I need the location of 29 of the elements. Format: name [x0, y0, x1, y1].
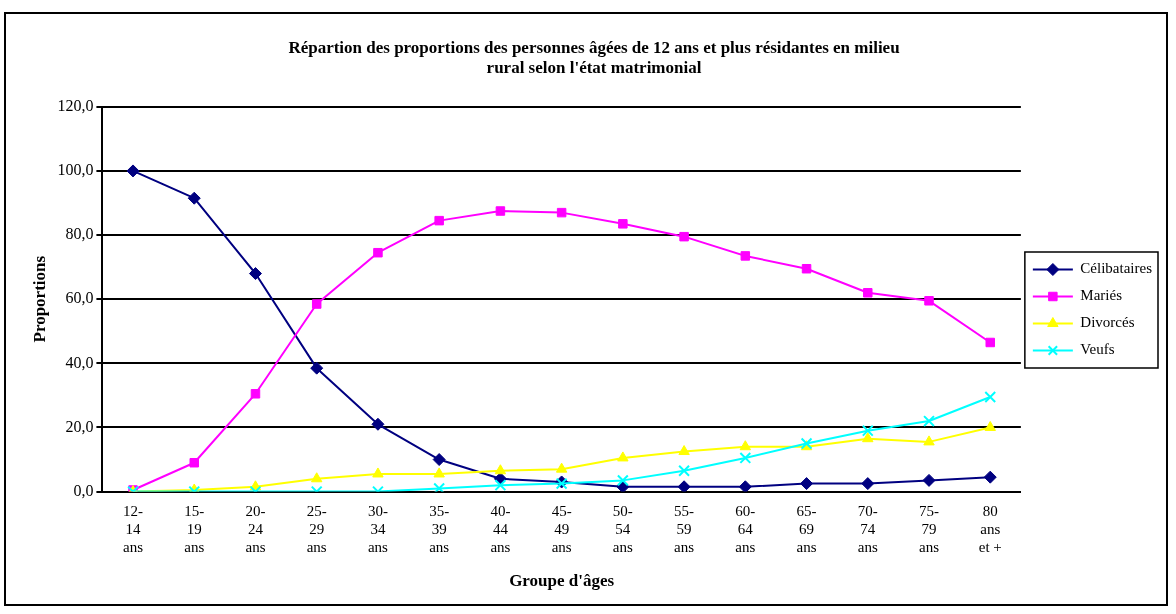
x-tick-label: 60- 64 ans [735, 502, 756, 555]
x-tick-label: 55- 59 ans [674, 502, 695, 555]
y-tick-label: 60,0 [65, 289, 94, 307]
y-tick-label: 100,0 [57, 161, 94, 179]
x-tick-label: 12- 14 ans [123, 502, 144, 555]
legend-label: Divorcés [1080, 314, 1135, 331]
y-tick-label: 0,0 [73, 481, 94, 499]
x-axis-title: Groupe d'âges [509, 571, 615, 591]
y-tick-label: 40,0 [65, 353, 94, 371]
legend-label: Veufs [1080, 341, 1115, 358]
x-tick-label: 30- 34 ans [367, 502, 389, 555]
chart-title: Répartion des proportions des personnes âgées de 12 ans et plus résidantes en milieu rural selon l'état matrimonial [288, 37, 900, 77]
x-tick-label: 40- 44 ans [490, 502, 511, 555]
x-tick-label: 75- 79 ans [919, 502, 940, 555]
x-tick-label: 70- 74 ans [857, 502, 878, 555]
x-tick-label: 50- 54 ans [612, 502, 634, 555]
x-tick-label: 65- 69 ans [796, 502, 817, 555]
y-tick-label: 20,0 [65, 417, 94, 435]
x-tick-label: 80 ans et + [978, 502, 1002, 555]
x-tick-label: 15- 19 ans [184, 502, 205, 555]
x-tick-label: 20- 24 ans [245, 502, 266, 555]
y-tick-label: 80,0 [65, 225, 94, 243]
x-tick-label: 45- 49 ans [551, 502, 572, 555]
y-tick-label: 120,0 [57, 97, 94, 114]
legend-label: Mariés [1080, 287, 1123, 304]
x-tick-label: 25- 29 ans [306, 502, 327, 555]
legend-label: Célibataires [1080, 260, 1153, 277]
x-tick-label: 35- 39 ans [429, 502, 450, 555]
y-axis-title: Proportions [29, 255, 49, 343]
